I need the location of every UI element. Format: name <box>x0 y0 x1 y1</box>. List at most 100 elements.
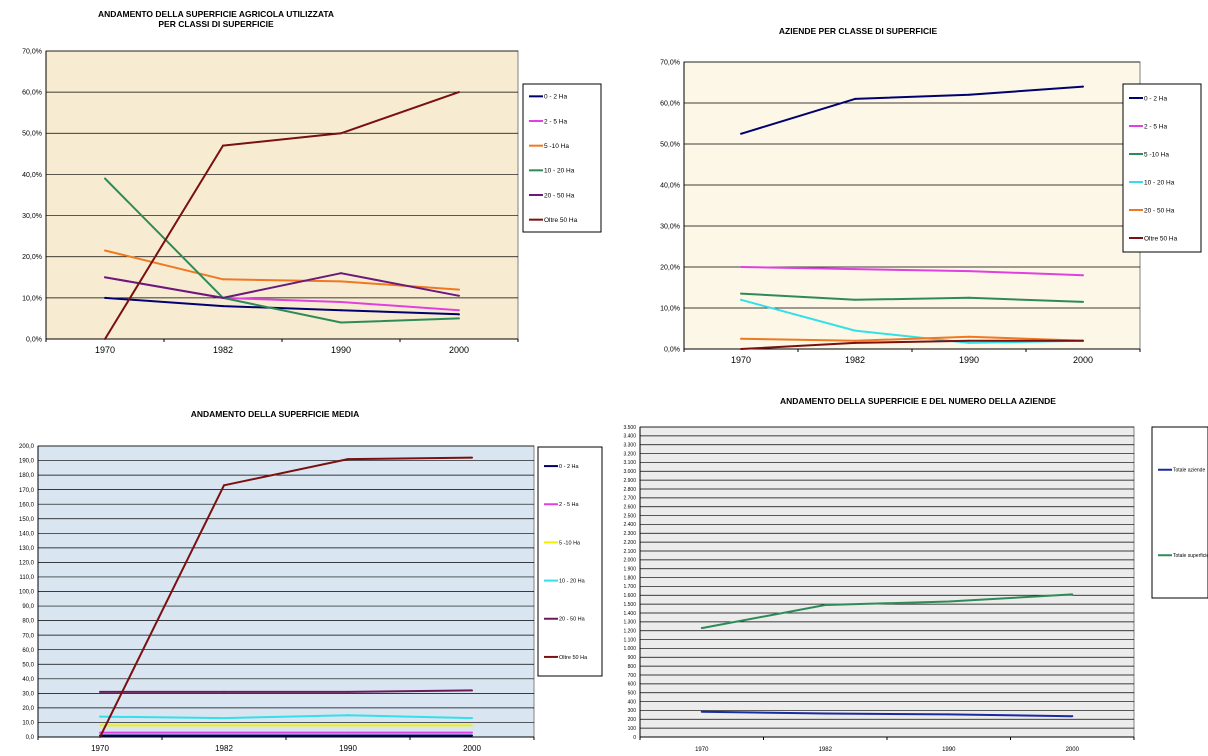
data-point <box>700 627 703 630</box>
data-point <box>1082 85 1084 88</box>
y-tick-label: 400 <box>628 699 637 705</box>
data-point <box>854 298 856 301</box>
data-point <box>340 321 342 324</box>
data-point <box>222 305 224 308</box>
y-tick-label: 700 <box>628 673 637 679</box>
y-tick-label: 60,0 <box>22 648 34 654</box>
data-point <box>223 731 225 734</box>
series-line <box>740 85 1084 135</box>
x-tick-label: 1982 <box>215 744 233 753</box>
x-tick-label: 1990 <box>331 345 351 355</box>
y-tick-label: 0,0 <box>26 735 35 741</box>
y-tick-label: 3.100 <box>623 460 636 466</box>
legend-label: Totale superficie <box>1173 553 1208 559</box>
data-point <box>740 298 742 301</box>
legend-label: 20 - 50 Ha <box>544 192 575 199</box>
legend-label: 2 - 5 Ha <box>544 118 568 125</box>
data-point <box>458 294 460 297</box>
data-point <box>1082 300 1084 303</box>
data-point <box>968 341 970 344</box>
y-tick-label: 1.200 <box>623 628 636 634</box>
data-point <box>223 690 225 693</box>
legend-label: 2 - 5 Ha <box>559 502 580 508</box>
data-point <box>347 734 349 737</box>
data-point <box>222 144 224 147</box>
y-tick-label: 500 <box>628 690 637 696</box>
data-point <box>1082 274 1084 277</box>
data-point <box>854 329 856 332</box>
legend-label: 2 - 5 Ha <box>1144 123 1168 130</box>
y-tick-label: 10,0% <box>660 305 680 312</box>
y-tick-label: 2.500 <box>623 513 636 519</box>
legend-label: Totale aziende <box>1173 468 1205 474</box>
y-tick-label: 130,0 <box>19 546 35 552</box>
series-line <box>100 689 473 693</box>
x-tick-label: 1970 <box>95 345 115 355</box>
plot-area <box>683 61 1141 350</box>
data-point <box>99 724 101 727</box>
data-point <box>458 317 460 320</box>
series-line <box>104 91 460 340</box>
x-tick-label: 1970 <box>695 747 709 753</box>
data-point <box>471 734 473 737</box>
y-tick-label: 1.900 <box>623 566 636 572</box>
y-tick-label: 20,0% <box>660 264 680 271</box>
legend-label: 5 -10 Ha <box>1144 151 1169 158</box>
chart-title: ANDAMENTO DELLA SUPERFICIE MEDIA <box>191 409 360 419</box>
y-tick-label: 200,0 <box>19 444 35 450</box>
legend: Totale aziende Totale superficie <box>1151 426 1208 599</box>
y-tick-label: 170,0 <box>19 488 35 494</box>
data-point <box>347 731 349 734</box>
y-tick-label: 190,0 <box>19 459 35 465</box>
legend-label: 20 - 50 Ha <box>559 617 586 623</box>
series-line <box>701 710 1073 718</box>
y-tick-label: 2.900 <box>623 478 636 484</box>
y-tick-label: 60,0% <box>660 100 680 107</box>
data-point <box>222 296 224 299</box>
chart-title: ANDAMENTO DELLA SUPERFICIE E DEL NUMERO … <box>780 396 1056 406</box>
data-point <box>340 280 342 283</box>
y-tick-label: 0,0% <box>26 336 42 343</box>
y-tick-label: 1.300 <box>623 620 636 626</box>
x-tick-label: 2000 <box>1073 355 1093 365</box>
data-point <box>740 337 742 340</box>
chart-title-line: PER CLASSI DI SUPERFICIE <box>158 19 274 29</box>
data-point <box>104 338 106 340</box>
legend-label: 0 - 2 Ha <box>559 464 580 470</box>
chart-title-line: AZIENDE PER CLASSE DI SUPERFICIE <box>779 26 938 36</box>
series-line <box>99 714 473 720</box>
data-point <box>854 339 856 342</box>
y-tick-label: 60,0% <box>22 90 42 97</box>
data-point <box>222 278 224 281</box>
y-tick-label: 1.800 <box>623 575 636 581</box>
data-point <box>740 266 742 268</box>
x-tick-label: 1982 <box>213 345 233 355</box>
y-tick-label: 20,0% <box>22 254 42 261</box>
data-point <box>968 93 970 96</box>
x-tick-label: 1990 <box>339 744 357 753</box>
y-tick-label: 40,0% <box>22 172 42 179</box>
data-point <box>1082 339 1084 342</box>
data-point <box>968 270 970 273</box>
data-point <box>99 690 101 693</box>
chart-3: ANDAMENTO DELLA SUPERFICIE MEDIA 0,0 10,0 2… <box>19 409 603 753</box>
y-tick-label: 0 <box>633 735 636 741</box>
data-point <box>854 97 856 100</box>
x-tick-label: 2000 <box>1066 747 1080 753</box>
data-point <box>968 335 970 338</box>
series-line <box>99 456 473 738</box>
data-point <box>99 715 101 718</box>
y-tick-label: 10,0 <box>22 721 34 727</box>
chart-title: AZIENDE PER CLASSE DI SUPERFICIE <box>779 26 938 36</box>
data-point <box>223 734 225 737</box>
data-point <box>1071 593 1074 596</box>
y-tick-label: 200 <box>628 717 637 723</box>
x-tick-label: 1982 <box>845 355 865 365</box>
y-tick-label: 100,0 <box>19 590 35 596</box>
y-tick-label: 2.800 <box>623 487 636 493</box>
x-tick-label: 1970 <box>731 355 751 365</box>
data-point <box>340 272 342 275</box>
series-line <box>104 296 460 316</box>
data-point <box>947 713 950 716</box>
y-tick-label: 3.200 <box>623 451 636 457</box>
